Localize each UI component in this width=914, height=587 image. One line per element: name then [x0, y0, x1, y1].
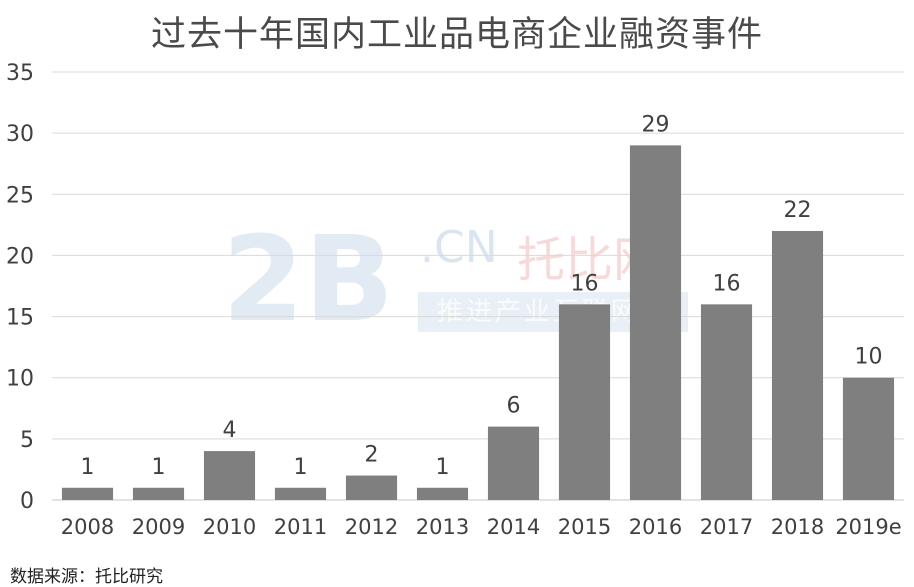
bar — [416, 487, 469, 500]
y-tick-label: 15 — [6, 306, 34, 331]
bar — [771, 230, 824, 500]
x-tick-label: 2008 — [61, 515, 114, 539]
x-tick-label: 2014 — [487, 515, 540, 539]
chart-title: 过去十年国内工业品电商企业融资事件 — [150, 15, 763, 55]
y-tick-label: 30 — [6, 122, 34, 147]
bar — [132, 487, 185, 500]
x-tick-label: 2015 — [558, 515, 611, 539]
x-tick-label: 2018 — [771, 515, 824, 539]
data-label: 6 — [507, 394, 521, 419]
y-tick-label: 20 — [6, 244, 34, 269]
bar-chart: 0 5 10 15 20 25 30 35 1 2008 1 2009 4 2010 1 2011 2 2012 1… — [6, 61, 904, 539]
bar — [274, 487, 327, 500]
bar — [558, 304, 611, 500]
data-label: 1 — [294, 455, 308, 480]
data-label: 1 — [436, 455, 450, 480]
data-label: 29 — [642, 112, 670, 137]
x-tick-label: 2009 — [132, 515, 185, 539]
bar — [842, 377, 895, 500]
x-tick-label: 2012 — [345, 515, 398, 539]
y-tick-label: 0 — [20, 489, 34, 514]
x-tick-label: 2010 — [203, 515, 256, 539]
source-note: 数据来源：托比研究 — [10, 567, 163, 587]
x-tick-label: 2013 — [416, 515, 469, 539]
x-tick-label: 2011 — [274, 515, 327, 539]
data-label: 1 — [152, 455, 166, 480]
x-tick-label: 2017 — [700, 515, 753, 539]
data-label: 2 — [365, 443, 379, 468]
y-tick-label: 35 — [6, 61, 34, 86]
data-label: 1 — [81, 455, 95, 480]
data-label: 4 — [223, 418, 237, 443]
x-tick-label: 2016 — [629, 515, 682, 539]
y-tick-label: 25 — [6, 183, 34, 208]
bar — [345, 475, 398, 500]
bar — [61, 487, 114, 500]
x-tick-label: 2019e — [835, 515, 901, 539]
bar — [203, 451, 256, 500]
data-label: 16 — [571, 271, 599, 296]
y-tick-label: 5 — [20, 428, 34, 453]
bar — [700, 304, 753, 500]
data-label: 10 — [855, 345, 883, 370]
data-label: 16 — [713, 271, 741, 296]
data-label: 22 — [784, 198, 812, 223]
bar — [629, 145, 682, 500]
bar — [487, 426, 540, 500]
y-tick-label: 10 — [6, 367, 34, 392]
